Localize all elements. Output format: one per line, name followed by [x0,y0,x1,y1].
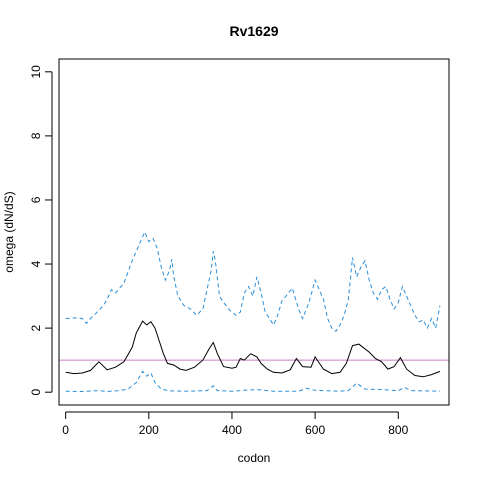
x-tick-label: 0 [62,423,69,437]
series-line-upper-bound [65,230,441,333]
plot-frame [58,58,450,406]
series-line-lower-bound [65,370,440,393]
plot-area [59,230,449,393]
y-tick-label: 0 [29,389,43,396]
x-tick-label: 400 [222,423,242,437]
series-line-median [65,320,441,378]
y-tick-label: 6 [29,196,43,203]
y-tick-label: 2 [29,324,43,331]
y-tick-label: 10 [29,65,43,79]
x-axis-label: codon [238,451,271,465]
y-axis: 0 2 4 6 8 10 [29,65,53,396]
x-tick-label: 600 [305,423,325,437]
y-tick-label: 8 [29,132,43,139]
x-tick-label: 200 [139,423,159,437]
x-tick-label: 800 [388,423,408,437]
chart-title: Rv1629 [229,23,278,39]
y-axis-label: omega (dN/dS) [2,191,16,272]
x-axis: 0 200 400 600 800 [62,411,409,437]
y-tick-label: 4 [29,260,43,267]
